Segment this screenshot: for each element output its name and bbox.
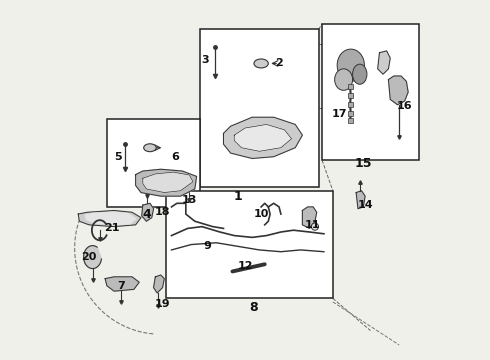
Text: 17: 17 [331, 109, 347, 119]
Polygon shape [223, 117, 302, 158]
Polygon shape [378, 51, 390, 74]
Text: 14: 14 [357, 200, 373, 210]
Text: 7: 7 [118, 281, 125, 291]
Bar [166, 191, 333, 298]
Ellipse shape [335, 69, 353, 90]
Polygon shape [85, 212, 136, 225]
Polygon shape [105, 277, 139, 291]
Polygon shape [136, 169, 196, 196]
Text: 8: 8 [249, 301, 258, 314]
Text: 9: 9 [203, 241, 211, 251]
Ellipse shape [353, 64, 367, 84]
Bar [347, 84, 353, 89]
Text: 19: 19 [155, 299, 171, 309]
Polygon shape [143, 172, 193, 193]
Polygon shape [234, 125, 292, 151]
Text: 3: 3 [202, 55, 209, 65]
Text: 12: 12 [237, 261, 253, 271]
Polygon shape [84, 246, 101, 269]
Polygon shape [142, 203, 153, 221]
Bar [200, 30, 318, 187]
Ellipse shape [337, 49, 365, 81]
Text: 16: 16 [397, 102, 413, 112]
Text: 20: 20 [81, 252, 97, 262]
Polygon shape [356, 191, 365, 209]
Text: 11: 11 [305, 220, 320, 230]
Text: 4: 4 [142, 208, 151, 221]
Text: 1: 1 [233, 190, 242, 203]
Text: 6: 6 [171, 152, 179, 162]
Bar [347, 102, 353, 107]
Circle shape [311, 223, 318, 230]
Text: 10: 10 [253, 209, 269, 219]
Bar [348, 111, 353, 116]
Bar [107, 119, 200, 207]
Text: 5: 5 [114, 152, 122, 162]
Polygon shape [302, 207, 317, 228]
Bar [347, 118, 353, 123]
Polygon shape [389, 76, 408, 105]
Text: 15: 15 [355, 157, 372, 170]
Text: 13: 13 [182, 195, 197, 205]
Bar [322, 24, 419, 160]
Text: 2: 2 [275, 58, 283, 68]
Polygon shape [78, 211, 141, 226]
Text: 18: 18 [155, 207, 170, 217]
Ellipse shape [144, 144, 156, 152]
Polygon shape [153, 275, 164, 293]
Text: 21: 21 [104, 224, 120, 233]
Ellipse shape [254, 59, 269, 68]
Bar [348, 93, 353, 98]
